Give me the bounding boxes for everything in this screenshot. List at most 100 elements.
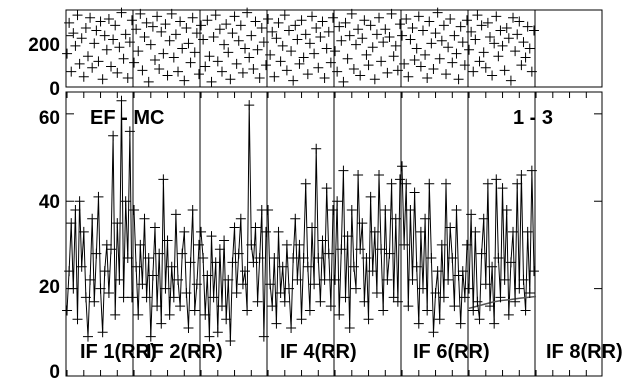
top-point: [160, 19, 171, 30]
top-point: [208, 31, 219, 42]
segment-point: [265, 279, 276, 290]
top-point: [369, 74, 380, 85]
top-point: [380, 24, 391, 35]
top-point: [294, 58, 305, 69]
segment-point: [340, 292, 351, 303]
top-point: [407, 22, 418, 33]
segment-point: [449, 301, 460, 312]
top-point: [120, 29, 131, 40]
segment-point: [275, 287, 286, 298]
top-point: [371, 29, 382, 40]
top-point: [82, 51, 93, 62]
top-point: [443, 42, 454, 53]
top-point: [459, 60, 470, 71]
top-point: [275, 56, 286, 67]
top-point: [434, 53, 445, 64]
top-point: [244, 52, 255, 63]
segment-point: [149, 222, 160, 233]
segment-point: [212, 327, 223, 338]
segment-point: [162, 235, 173, 246]
segment-point: [164, 309, 175, 320]
segment-point: [87, 213, 98, 224]
segment-point: [196, 226, 207, 237]
segment-point: [487, 261, 498, 272]
segment-point: [334, 309, 345, 320]
top-point: [441, 69, 452, 80]
segment-point: [330, 274, 341, 285]
segment-point: [246, 239, 257, 250]
segment-point: [397, 161, 408, 172]
top-point: [271, 33, 282, 44]
top-point: [158, 48, 169, 59]
top-point: [173, 66, 184, 77]
segment-point: [97, 327, 108, 338]
top-point: [499, 65, 510, 76]
top-point: [397, 30, 408, 41]
segment-point: [204, 331, 215, 342]
segment-point: [510, 296, 521, 307]
top-point: [348, 64, 359, 75]
top-point: [106, 61, 117, 72]
top-point: [202, 15, 213, 26]
top-point: [149, 55, 160, 66]
top-point: [210, 10, 221, 21]
top-point: [166, 8, 177, 19]
segment-point: [466, 209, 477, 220]
top-point: [87, 62, 98, 73]
top-point: [455, 21, 466, 32]
top-point: [399, 58, 410, 69]
segment-point: [302, 261, 313, 272]
segment-point: [336, 244, 347, 255]
top-point: [281, 65, 292, 76]
segment-point: [472, 296, 483, 307]
top-point: [468, 66, 479, 77]
segment-point: [313, 253, 324, 264]
segment-label-if2: IF 2(RR): [146, 341, 223, 363]
segment-point: [459, 292, 470, 303]
bottom-y-tick-label-20: 20: [39, 277, 60, 298]
top-point: [103, 13, 114, 24]
segment-point: [371, 287, 382, 298]
top-point: [332, 66, 343, 77]
top-point: [95, 16, 106, 27]
segment-point: [145, 331, 156, 342]
top-point: [214, 24, 225, 35]
top-point: [359, 15, 370, 26]
segment-point: [177, 248, 188, 259]
top-point: [80, 22, 91, 33]
segment-point: [288, 253, 299, 264]
top-point: [137, 65, 148, 76]
segment-point: [85, 274, 96, 285]
top-point: [129, 57, 140, 68]
segment-point: [300, 178, 311, 189]
segment-point: [200, 309, 211, 320]
segment-point: [528, 266, 539, 277]
top-point: [252, 44, 263, 55]
segment-point: [91, 248, 102, 259]
top-point: [493, 51, 504, 62]
top-point: [112, 67, 123, 78]
segment-point: [189, 305, 200, 316]
segment-point: [126, 292, 137, 303]
top-point: [133, 46, 144, 57]
segment-point: [141, 292, 152, 303]
top-point: [401, 13, 412, 24]
segment-point: [491, 174, 502, 185]
top-point: [430, 28, 441, 39]
top-point: [472, 10, 483, 21]
segment-point: [187, 204, 198, 215]
top-point: [355, 70, 366, 81]
bottom-line-panel: 60 40 20 0 EF - MC 1 - 3 IF 1(RR) IF 2(R…: [39, 91, 623, 380]
top-point: [116, 7, 127, 18]
segment-point: [66, 218, 77, 229]
top-point: [193, 69, 204, 80]
top-point: [221, 19, 232, 30]
bottom-series-points: [62, 95, 539, 347]
segment-point: [223, 274, 234, 285]
top-point: [101, 44, 112, 55]
segment-point: [112, 218, 123, 229]
top-point: [428, 64, 439, 75]
segment-point: [394, 174, 405, 185]
top-point: [325, 57, 336, 68]
segment-point: [501, 204, 512, 215]
